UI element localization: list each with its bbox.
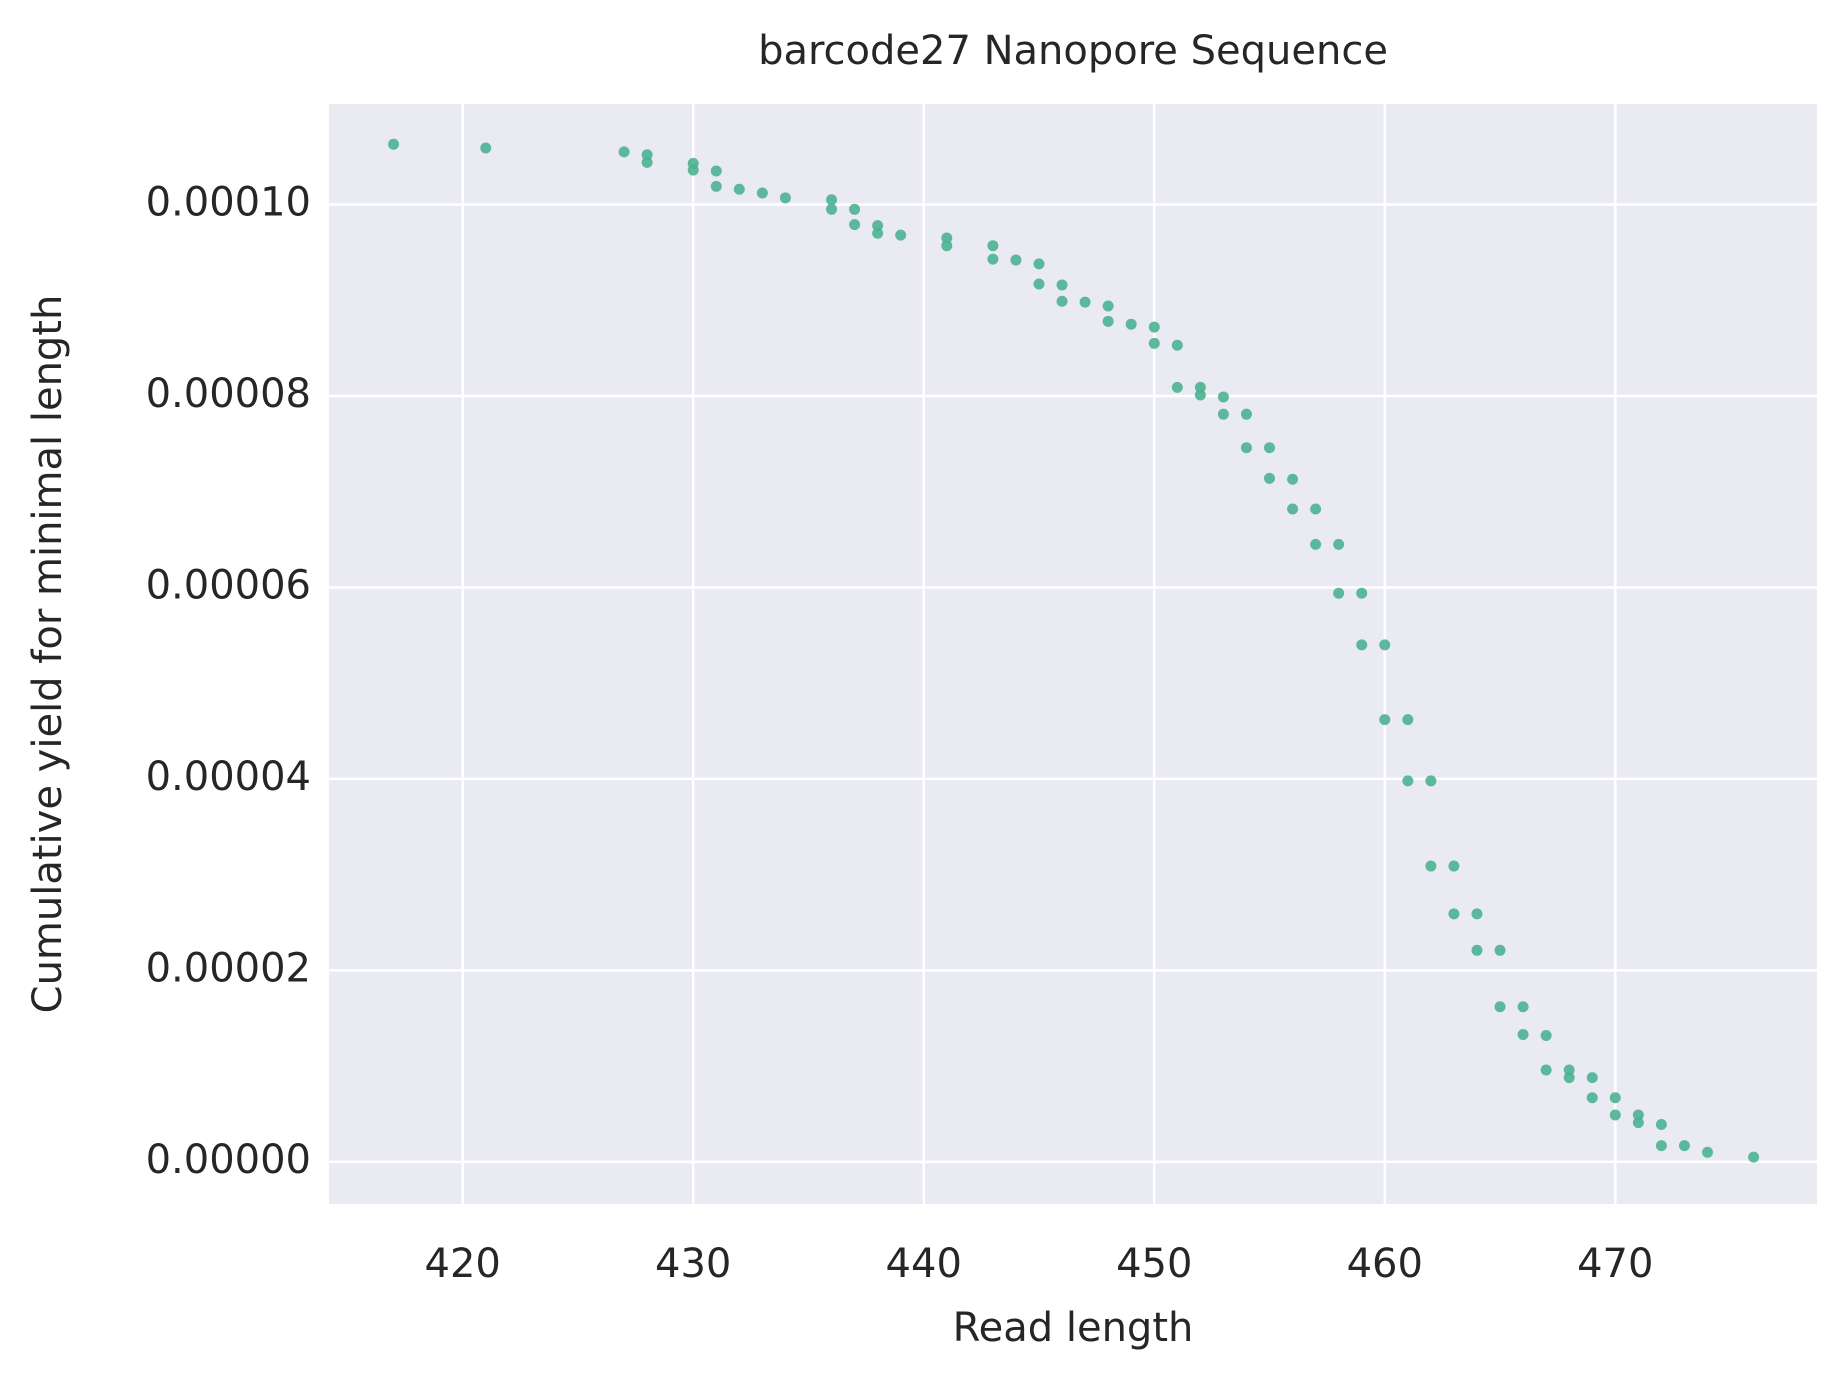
point — [1379, 639, 1391, 651]
point — [1240, 442, 1252, 454]
point — [1079, 296, 1091, 308]
point — [1702, 1146, 1714, 1158]
point — [1471, 908, 1483, 920]
point — [1609, 1092, 1621, 1104]
chart-title: barcode27 Nanopore Sequence — [758, 28, 1388, 74]
point — [987, 253, 999, 265]
point — [779, 192, 791, 204]
point — [872, 220, 884, 232]
point — [826, 203, 838, 215]
point — [1264, 472, 1276, 484]
y-tick-label: 0.00010 — [146, 180, 311, 226]
point — [710, 180, 722, 192]
point — [895, 229, 907, 241]
point — [1194, 389, 1206, 401]
point — [1540, 1030, 1552, 1042]
point — [1748, 1151, 1760, 1163]
point — [756, 187, 768, 199]
point — [1056, 279, 1068, 291]
point — [1102, 315, 1114, 327]
point — [1033, 278, 1045, 290]
plot-area — [329, 104, 1817, 1204]
point — [1033, 258, 1045, 270]
point — [1678, 1140, 1690, 1152]
point — [1494, 944, 1506, 956]
x-tick-label: 460 — [1347, 1241, 1423, 1287]
point — [849, 219, 861, 231]
x-tick-label: 470 — [1577, 1241, 1653, 1287]
point — [1287, 473, 1299, 485]
point — [710, 165, 722, 177]
point — [1333, 587, 1345, 599]
point — [1264, 442, 1276, 454]
point — [1655, 1119, 1667, 1131]
point — [987, 240, 999, 252]
point — [1056, 295, 1068, 307]
point — [1632, 1117, 1644, 1129]
point — [641, 149, 653, 161]
point — [388, 138, 400, 150]
y-axis-label: Cumulative yield for minimal length — [25, 295, 71, 1014]
point — [1632, 1109, 1644, 1121]
point — [1217, 408, 1229, 420]
point — [1540, 1064, 1552, 1076]
point — [1194, 381, 1206, 393]
y-tick-label: 0.00006 — [146, 562, 311, 608]
point — [1171, 381, 1183, 393]
point — [941, 232, 953, 244]
point — [1356, 639, 1368, 651]
point — [1655, 1140, 1667, 1152]
point — [1448, 908, 1460, 920]
x-tick-label: 450 — [1116, 1241, 1192, 1287]
point — [1402, 775, 1414, 787]
x-axis-label: Read length — [953, 1305, 1194, 1351]
y-tick-label: 0.00008 — [146, 371, 311, 417]
point — [1125, 318, 1137, 330]
point — [1517, 1001, 1529, 1013]
point — [687, 164, 699, 176]
point — [1402, 714, 1414, 726]
point — [1517, 1029, 1529, 1041]
point — [618, 146, 630, 158]
point — [1010, 254, 1022, 266]
point — [1287, 503, 1299, 515]
point — [1494, 1001, 1506, 1013]
point — [1240, 408, 1252, 420]
point — [1148, 321, 1160, 333]
y-tick-label: 0.00000 — [146, 1137, 311, 1183]
point — [1333, 538, 1345, 550]
y-tick-label: 0.00004 — [146, 754, 311, 800]
point — [733, 183, 745, 195]
point — [1217, 391, 1229, 403]
point — [849, 203, 861, 215]
point — [1563, 1064, 1575, 1076]
point — [941, 240, 953, 252]
point — [1171, 339, 1183, 351]
point — [480, 142, 492, 154]
point — [1425, 860, 1437, 872]
point — [1379, 714, 1391, 726]
point — [1310, 538, 1322, 550]
y-tick-label: 0.00002 — [146, 945, 311, 991]
point — [1586, 1072, 1598, 1084]
x-tick-label: 430 — [655, 1241, 731, 1287]
point — [872, 227, 884, 239]
point — [1102, 300, 1114, 312]
point — [826, 194, 838, 206]
x-tick-label: 420 — [425, 1241, 501, 1287]
point — [1471, 944, 1483, 956]
point — [1586, 1092, 1598, 1104]
point — [641, 156, 653, 168]
point — [1609, 1109, 1621, 1121]
point — [1448, 860, 1460, 872]
point — [1310, 503, 1322, 515]
point — [1148, 337, 1160, 349]
point — [1356, 587, 1368, 599]
point — [1425, 775, 1437, 787]
point — [1563, 1072, 1575, 1084]
x-tick-label: 440 — [886, 1241, 962, 1287]
